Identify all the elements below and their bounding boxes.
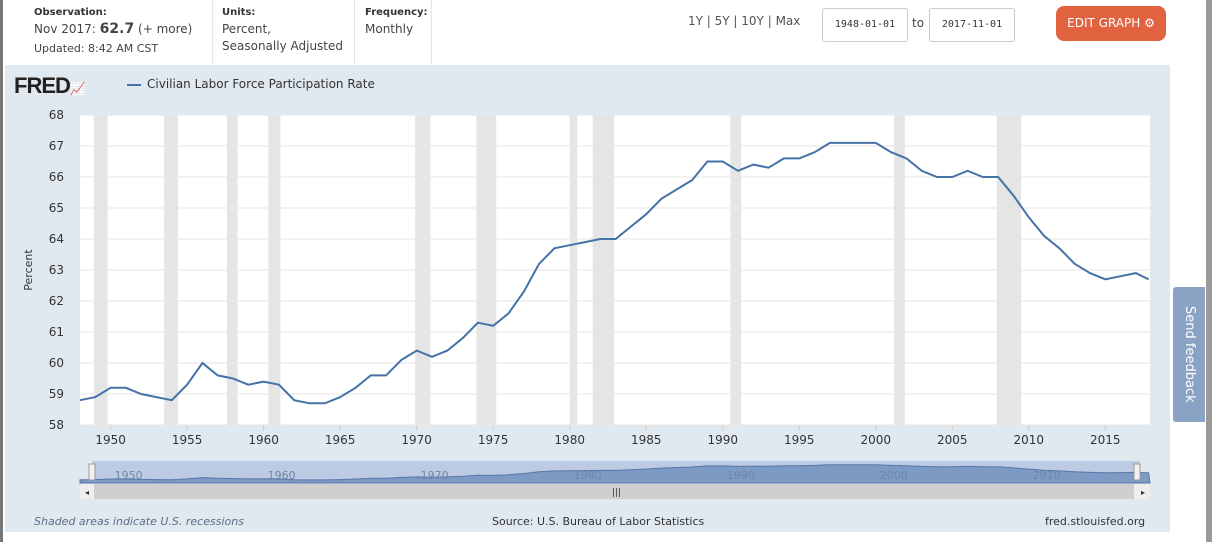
y-tick-label: 68 [49,108,64,122]
page-scrollbar[interactable] [1206,0,1212,542]
recessions-note: Shaded areas indicate U.S. recessions [34,515,244,528]
units-block: Units: Percent, Seasonally Adjusted [222,4,343,55]
navigator-tick-label: 1970 [421,469,449,482]
divider [354,0,355,64]
y-tick-label: 64 [49,232,64,246]
y-axis-label: Percent [22,249,35,291]
divider [212,0,213,64]
observation-date: Nov 2017: [34,22,96,36]
y-tick-label: 65 [49,201,64,215]
y-tick-label: 67 [49,139,64,153]
navigator-series [79,464,1151,484]
updated-time: Updated: 8:42 AM CST [34,42,159,55]
end-date-input[interactable]: 2017-11-01 [929,8,1015,42]
series-line [79,141,1150,405]
navigator-tick-label: 1960 [268,469,296,482]
y-tick-label: 66 [49,170,64,184]
observation-value: 62.7 [99,21,135,37]
y-tick-label: 58 [49,418,64,432]
x-tick-label: 2005 [937,433,968,447]
navigator-right-handle[interactable] [1133,463,1141,481]
x-tick-label: 1980 [554,433,585,447]
scrollbar-thumb[interactable] [94,484,1134,499]
x-tick-label: 1955 [172,433,203,447]
x-tick-label: 1985 [631,433,662,447]
range-max[interactable]: Max [775,14,801,28]
navigator-left-handle[interactable] [88,463,96,481]
y-tick-label: 62 [49,294,64,308]
site-link[interactable]: fred.stlouisfed.org [1045,515,1146,528]
units-value: Percent, [222,22,271,36]
legend-item[interactable]: Civilian Labor Force Participation Rate [127,77,375,91]
navigator-tick-label: 2010 [1033,469,1061,482]
y-tick-label: 63 [49,263,64,277]
x-tick-label: 1950 [95,433,126,447]
x-tick-label: 2000 [860,433,891,447]
x-tick-label: 2010 [1014,433,1045,447]
navigator-tick-label: 1950 [115,469,143,482]
range-5y[interactable]: 5Y [714,14,730,28]
navigator-tick-label: 1990 [727,469,755,482]
x-tick-label: 2015 [1090,433,1121,447]
y-tick-label: 61 [49,325,64,339]
x-tick-label: 1975 [478,433,509,447]
send-feedback-button[interactable]: Send feedback [1173,287,1205,422]
edit-graph-button[interactable]: EDIT GRAPH ⚙ [1056,6,1166,41]
divider [431,0,432,64]
y-tick-label: 59 [49,387,64,401]
source-note: Source: U.S. Bureau of Labor Statistics [492,515,705,528]
observation-block: Observation: Nov 2017: 62.7 (+ more) Upd… [34,4,192,57]
legend-line-icon [127,83,141,86]
chart-logo-icon: 📈 [69,81,86,96]
frequency-label: Frequency: [365,7,428,18]
x-tick-label: 1990 [707,433,738,447]
more-link[interactable]: (+ more) [138,22,193,36]
navigator-tick-label: 1980 [574,469,602,482]
navigator-tick-label: 2000 [880,469,908,482]
scrollbar-grip-icon: ||| [612,488,621,498]
observation-label: Observation: [34,7,107,18]
range-selector: 1Y | 5Y | 10Y | Max [688,14,801,28]
gear-icon: ⚙ [1144,16,1155,30]
frequency-value: Monthly [365,22,414,36]
x-tick-label: 1970 [401,433,432,447]
chart: 58 59 60 61 62 63 64 65 66 67 68 1950 1955 1960 1965 19… [22,108,1151,499]
scroll-left-arrow-icon: ◂ [85,488,89,497]
range-1y[interactable]: 1Y [688,14,703,28]
legend-label: Civilian Labor Force Participation Rate [147,77,375,91]
units-label: Units: [222,7,256,18]
scroll-right-arrow-icon: ▸ [1141,488,1145,497]
edit-graph-label: EDIT GRAPH [1067,16,1141,30]
range-10y[interactable]: 10Y [741,14,764,28]
x-tick-label: 1995 [784,433,815,447]
to-label: to [912,16,925,30]
window-border [0,0,3,542]
frequency-block: Frequency: Monthly [365,4,428,38]
y-tick-label: 60 [49,356,64,370]
x-tick-label: 1960 [248,433,279,447]
fred-logo: FRED📈 [14,73,86,98]
start-date-input[interactable]: 1948-01-01 [822,8,908,42]
units-adjustment: Seasonally Adjusted [222,39,344,53]
x-tick-label: 1965 [325,433,356,447]
